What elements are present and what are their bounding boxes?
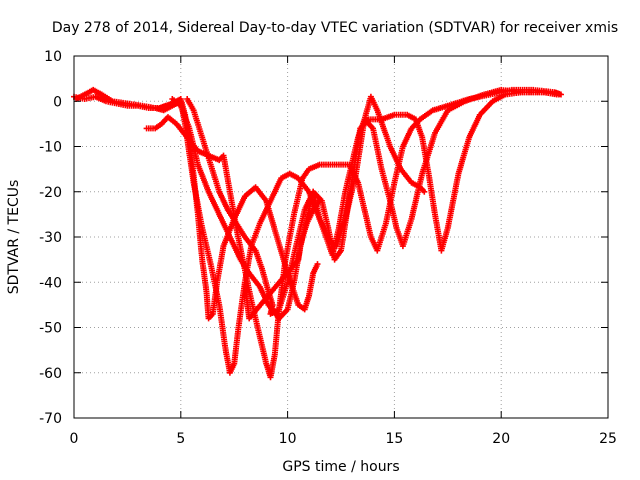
x-axis-label: GPS time / hours [282,459,399,475]
y-tick-label: -30 [39,230,62,246]
grid-lines [74,56,608,418]
x-tick-label: 15 [385,431,403,447]
y-tick-label: -70 [39,411,62,427]
x-tick-label: 20 [492,431,510,447]
y-tick-label: 0 [53,94,62,110]
x-tick-label: 5 [176,431,185,447]
y-tick-label: -10 [39,140,62,156]
y-tick-label: -60 [39,366,62,382]
x-tick-label: 10 [279,431,297,447]
chart-title: Day 278 of 2014, Sidereal Day-to-day VTE… [52,20,618,36]
series-track-6 [241,197,323,322]
x-tick-label: 25 [599,431,617,447]
axis-ticks [73,55,609,419]
y-tick-label: 10 [44,49,62,65]
y-axis-label: SDTVAR / TECUs [6,180,22,295]
y-tick-label: -20 [39,185,62,201]
x-tick-label: 0 [70,431,79,447]
y-tick-label: -40 [39,275,62,291]
series-markers [184,89,562,317]
tick-labels: 0 5 10 15 20 25 -70 -60 -50 -40 -30 -20 -10 0 10 [39,49,617,447]
y-tick-label: -50 [39,321,62,337]
data-points [71,86,564,381]
series-track-5 [184,89,562,317]
series-markers [241,197,323,322]
